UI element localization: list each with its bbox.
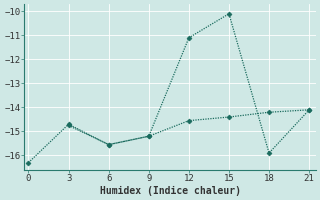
X-axis label: Humidex (Indice chaleur): Humidex (Indice chaleur) bbox=[100, 186, 241, 196]
